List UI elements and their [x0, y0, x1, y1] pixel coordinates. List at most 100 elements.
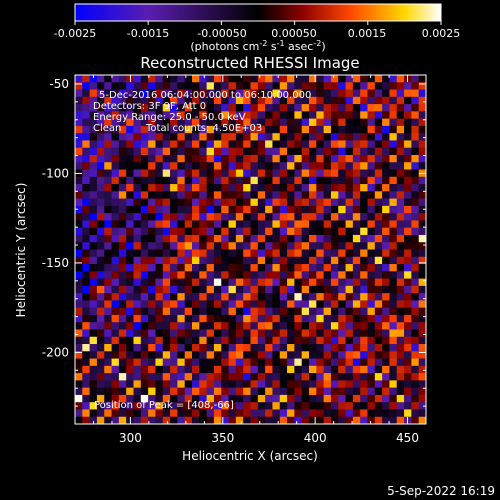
heatmap-cell [162, 118, 171, 127]
heatmap-cell [213, 198, 222, 207]
heatmap-cell [330, 264, 339, 272]
heatmap-cell [279, 322, 288, 330]
heatmap-cell [221, 394, 229, 403]
heatmap-cell [75, 184, 83, 192]
heatmap-cell [243, 213, 251, 221]
heatmap-cell [250, 249, 259, 258]
heatmap-cell [396, 365, 405, 374]
heatmap-cell [418, 111, 426, 120]
heatmap-cell [345, 394, 354, 403]
heatmap-cell [418, 147, 426, 156]
heatmap-cell [243, 300, 251, 309]
heatmap-cell [118, 140, 127, 149]
heatmap-cell [89, 205, 98, 214]
heatmap-cell [301, 285, 310, 294]
heatmap-cell [104, 220, 112, 229]
heatmap-cell [82, 169, 91, 178]
heatmap-cell [287, 300, 295, 309]
heatmap-cell [330, 278, 339, 287]
heatmap-cell [148, 329, 156, 338]
heatmap-cell [374, 133, 383, 141]
heatmap-cell [155, 380, 164, 389]
heatmap-cell [162, 249, 171, 258]
heatmap-cell [411, 227, 420, 236]
heatmap-cell [345, 358, 354, 367]
heatmap-cell [309, 176, 317, 185]
heatmap-cell [199, 140, 208, 149]
heatmap-cell [89, 416, 98, 424]
heatmap-cell [235, 118, 244, 127]
heatmap-cell [309, 220, 317, 229]
heatmap-cell [118, 154, 127, 163]
heatmap-cell [330, 96, 339, 105]
heatmap-cell [148, 402, 156, 410]
heatmap-cell [257, 336, 266, 345]
heatmap-cell [272, 169, 281, 178]
heatmap-cell [294, 322, 303, 330]
heatmap-cell [411, 409, 420, 418]
heatmap-cell [192, 329, 200, 338]
heatmap-cell [199, 351, 208, 359]
heatmap-cell [213, 162, 222, 170]
heatmap-cell [374, 234, 383, 243]
heatmap-cell [250, 329, 259, 338]
heatmap-cell [177, 293, 186, 301]
heatmap-cell [316, 409, 325, 418]
heatmap-cell [250, 293, 259, 301]
heatmap-cell [140, 198, 149, 207]
heatmap-cell [206, 249, 215, 258]
heatmap-cell [411, 329, 420, 338]
heatmap-cell [228, 242, 237, 250]
heatmap-cell [396, 249, 405, 258]
heatmap-cell [265, 220, 273, 229]
y-tick-label: -150 [42, 256, 69, 270]
heatmap-cell [228, 191, 237, 199]
heatmap-cell [265, 242, 273, 250]
heatmap-cell [301, 365, 310, 374]
heatmap-cell [96, 82, 105, 90]
heatmap-cell [118, 75, 127, 83]
heatmap-cell [404, 314, 412, 323]
heatmap-cell [309, 307, 317, 316]
heatmap-cell [155, 169, 164, 178]
heatmap-cell [221, 387, 229, 396]
heatmap-cell [184, 293, 193, 301]
heatmap-cell [309, 416, 317, 424]
heatmap-cell [272, 256, 281, 265]
heatmap-cell [228, 358, 237, 367]
heatmap-cell [221, 351, 229, 359]
heatmap-cell [148, 89, 156, 98]
heatmap-cell [133, 373, 142, 381]
heatmap-cell [133, 234, 142, 243]
heatmap-cell [213, 133, 222, 141]
heatmap-cell [148, 285, 156, 294]
heatmap-cell [316, 307, 325, 316]
heatmap-cell [104, 198, 112, 207]
heatmap-cell [82, 344, 91, 352]
heatmap-cell [345, 344, 354, 352]
heatmap-cell [170, 111, 178, 120]
heatmap-cell [162, 220, 171, 229]
heatmap-cell [250, 133, 259, 141]
heatmap-cell [213, 227, 222, 236]
heatmap-cell [309, 322, 317, 330]
heatmap-cell [228, 118, 237, 127]
heatmap-cell [82, 82, 91, 90]
heatmap-cell [155, 271, 164, 279]
heatmap-cell [367, 278, 376, 287]
heatmap-cell [250, 409, 259, 418]
heatmap-cell [367, 125, 376, 134]
heatmap-cell [309, 154, 317, 163]
heatmap-cell [111, 234, 120, 243]
heatmap-cell [228, 264, 237, 272]
heatmap-cell [352, 140, 361, 149]
y-tick-label: -200 [42, 345, 69, 359]
heatmap-cell [228, 365, 237, 374]
heatmap-cell [221, 402, 229, 410]
heatmap-cell [396, 293, 405, 301]
heatmap-cell [367, 285, 376, 294]
heatmap-cell [82, 227, 91, 236]
heatmap-cell [111, 256, 120, 265]
heatmap-cell [257, 147, 266, 156]
heatmap-cell [257, 140, 266, 149]
